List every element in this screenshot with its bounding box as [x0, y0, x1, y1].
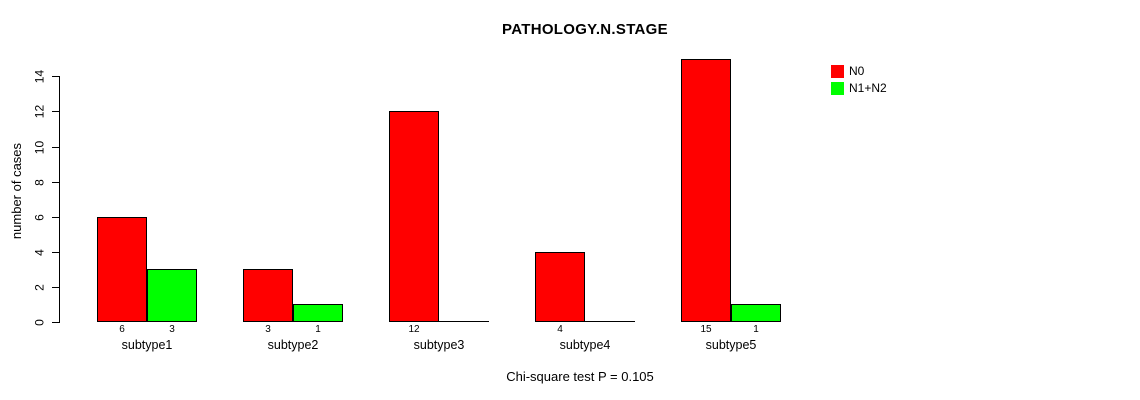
bar-zero-line	[585, 321, 635, 322]
y-axis-tick-label: 8	[32, 179, 47, 186]
bar	[243, 269, 293, 322]
y-axis-tick	[52, 252, 59, 253]
bar-zero-line	[439, 321, 489, 322]
legend-swatch	[831, 64, 844, 78]
y-axis-tick	[52, 76, 59, 77]
category-label: subtype2	[267, 338, 319, 352]
bar-value-label: 3	[169, 324, 175, 335]
bar	[731, 304, 781, 322]
bar	[681, 59, 731, 322]
y-axis-tick-label: 2	[32, 284, 47, 291]
y-axis-tick-label: 4	[32, 249, 47, 256]
bar	[97, 217, 147, 322]
y-axis-tick	[52, 147, 59, 148]
bar	[147, 269, 197, 322]
chart-title: PATHOLOGY.N.STAGE	[502, 21, 668, 38]
category-label: subtype1	[121, 338, 173, 352]
y-axis-tick-label: 10	[32, 140, 47, 155]
bar-value-label: 3	[265, 324, 271, 335]
y-axis-tick	[52, 287, 59, 288]
legend-swatch	[831, 81, 844, 95]
y-axis-line	[59, 76, 60, 323]
y-axis-tick-label: 0	[32, 319, 47, 326]
category-label: subtype3	[413, 338, 465, 352]
chart-caption: Chi-square test P = 0.105	[506, 369, 654, 384]
bar	[389, 111, 439, 322]
bar-value-label: 1	[753, 324, 759, 335]
y-axis-tick	[52, 217, 59, 218]
bar-value-label: 15	[700, 324, 712, 335]
legend-label: N0	[849, 63, 865, 78]
bar	[293, 304, 343, 322]
y-axis-tick	[52, 322, 59, 323]
y-axis-tick-label: 6	[32, 214, 47, 221]
y-axis-tick	[52, 111, 59, 112]
category-label: subtype4	[559, 338, 611, 352]
legend-item: N1+N2	[831, 81, 887, 95]
bar-value-label: 6	[119, 324, 125, 335]
y-axis-tick	[52, 182, 59, 183]
y-axis-tick-label: 12	[32, 104, 47, 119]
bar-value-label: 1	[315, 324, 321, 335]
bar	[535, 252, 585, 322]
bar-value-label: 12	[408, 324, 420, 335]
legend-label: N1+N2	[849, 80, 887, 95]
y-axis-tick-label: 14	[32, 69, 47, 84]
legend-item: N0	[831, 64, 864, 78]
bar-value-label: 4	[557, 324, 563, 335]
category-label: subtype5	[705, 338, 757, 352]
